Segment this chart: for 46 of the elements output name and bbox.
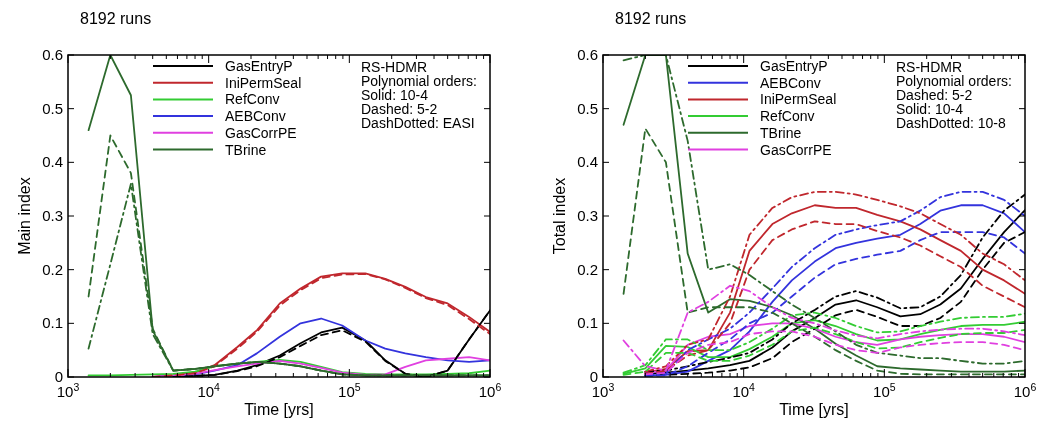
y-tick-label: 0.6 (577, 46, 598, 63)
annotation: Solid: 10-4 (361, 87, 429, 103)
x-tick-label: 10$^{6}$ (478, 381, 502, 400)
annotation: Dashed: 5-2 (361, 101, 438, 117)
y-tick-label: 0.2 (577, 260, 598, 278)
legend-label: GasCorrPE (760, 141, 832, 158)
x-tick-label: 10$^{4}$ (732, 381, 756, 400)
y-axis-title: Total index (551, 177, 568, 255)
legend-label: IniPermSeal (225, 74, 302, 91)
y-tick-label: 0.5 (42, 99, 63, 117)
legend-label: AEBConv (760, 74, 821, 91)
annotation: Polynomial orders: (361, 73, 477, 89)
legend-label: GasCorrPE (225, 124, 297, 141)
chart-title: 8192 runs (80, 10, 152, 27)
legend-label: AEBConv (225, 108, 286, 125)
x-tick-label: 10$^{4}$ (197, 381, 221, 400)
y-tick-label: 0.1 (577, 314, 598, 332)
legend-label: RefConv (760, 108, 815, 125)
y-axis-title: Main index (16, 177, 33, 255)
annotation: DashDotted: EASI (361, 115, 475, 131)
chart-title: 8192 runs (615, 10, 687, 27)
y-tick-label: 0.3 (577, 207, 598, 224)
x-axis-title: Time [yrs] (244, 401, 314, 418)
annotation: Polynomial orders: (896, 73, 1012, 89)
y-tick-label: 0.1 (42, 314, 63, 332)
annotation: Dashed: 5-2 (896, 87, 973, 103)
annotation: RS-HDMR (896, 59, 963, 75)
x-axis-title: Time [yrs] (779, 401, 849, 418)
x-tick-label: 10$^{5}$ (873, 381, 896, 400)
annotation: RS-HDMR (361, 59, 428, 75)
y-tick-label: 0.4 (577, 153, 598, 171)
y-tick-label: 0.5 (577, 99, 598, 117)
legend-label: GasEntryP (760, 58, 828, 74)
annotation: Solid: 10-4 (896, 101, 964, 117)
annotation: DashDotted: 10-8 (896, 115, 1006, 131)
legend-label: TBrine (760, 124, 802, 141)
x-tick-label: 10$^{6}$ (1013, 381, 1037, 400)
x-tick-label: 10$^{5}$ (338, 381, 361, 400)
legend-label: IniPermSeal (760, 91, 837, 108)
y-tick-label: 0.3 (42, 207, 63, 224)
y-tick-label: 0.2 (42, 260, 63, 278)
y-tick-label: 0.4 (42, 153, 63, 171)
legend-label: GasEntryP (225, 58, 293, 74)
legend-label: TBrine (225, 141, 267, 158)
y-tick-label: 0.6 (42, 46, 63, 63)
legend-label: RefConv (225, 91, 280, 108)
